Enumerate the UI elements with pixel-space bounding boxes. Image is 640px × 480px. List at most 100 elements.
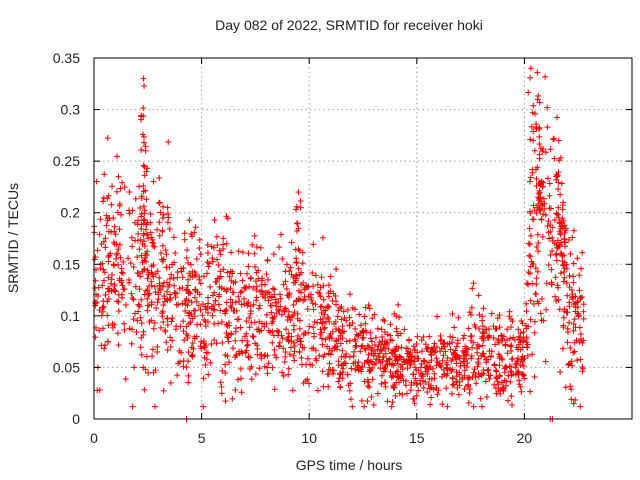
- data-point: [559, 345, 566, 352]
- data-point: [229, 395, 236, 402]
- data-point: [364, 382, 371, 389]
- data-point: [130, 264, 137, 271]
- data-point: [468, 337, 475, 344]
- data-point: [339, 347, 346, 354]
- data-point: [321, 325, 328, 332]
- data-point: [271, 351, 278, 358]
- data-point: [544, 175, 551, 182]
- data-point: [577, 403, 584, 410]
- data-point: [449, 381, 456, 388]
- data-point: [154, 299, 161, 306]
- data-point: [523, 308, 530, 315]
- data-point-spike: [527, 174, 534, 181]
- data-point: [381, 317, 388, 324]
- data-point: [340, 362, 347, 369]
- data-point: [313, 357, 320, 364]
- data-point: [388, 374, 395, 381]
- data-point: [326, 360, 333, 367]
- data-point: [129, 403, 136, 410]
- data-point: [171, 282, 178, 289]
- data-point: [310, 306, 317, 313]
- data-point: [188, 352, 195, 359]
- data-point: [236, 298, 243, 305]
- data-point: [104, 312, 111, 319]
- data-point: [257, 288, 264, 295]
- data-point: [174, 269, 181, 276]
- data-point: [116, 275, 123, 282]
- data-point: [237, 324, 244, 331]
- data-point: [185, 379, 192, 386]
- data-point: [551, 293, 558, 300]
- data-point: [201, 344, 208, 351]
- data-point: [111, 223, 118, 230]
- data-point: [169, 337, 176, 344]
- data-point: [575, 298, 582, 305]
- data-point: [570, 273, 577, 280]
- data-point: [131, 364, 138, 371]
- data-point: [502, 342, 509, 349]
- data-point: [156, 174, 163, 181]
- data-point: [557, 270, 564, 277]
- data-point: [109, 183, 116, 190]
- data-point: [151, 243, 158, 250]
- data-point: [322, 336, 329, 343]
- data-point: [312, 347, 319, 354]
- data-point: [118, 211, 125, 218]
- data-point: [557, 231, 564, 238]
- data-point: [570, 400, 577, 407]
- data-point: [426, 375, 433, 382]
- data-point: [103, 222, 110, 229]
- data-point-spike: [529, 260, 536, 267]
- data-point: [191, 313, 198, 320]
- data-point: [449, 334, 456, 341]
- data-point: [212, 297, 219, 304]
- data-point: [425, 381, 432, 388]
- data-point: [136, 286, 143, 293]
- data-point: [197, 306, 204, 313]
- data-point: [150, 178, 157, 185]
- data-point: [393, 312, 400, 319]
- data-point: [114, 330, 121, 337]
- data-point-spike: [525, 89, 532, 96]
- data-point: [447, 333, 454, 340]
- data-point: [290, 352, 297, 359]
- data-point: [358, 343, 365, 350]
- data-point: [191, 229, 198, 236]
- data-point: [387, 368, 394, 375]
- data-point-spike: [534, 96, 541, 103]
- data-point: [165, 283, 172, 290]
- data-point: [105, 274, 112, 281]
- data-point: [206, 260, 213, 267]
- data-point: [325, 383, 332, 390]
- data-point: [135, 270, 142, 277]
- data-point: [223, 321, 230, 328]
- data-point: [186, 270, 193, 277]
- data-point: [318, 274, 325, 281]
- data-point: [455, 314, 462, 321]
- data-point: [468, 311, 475, 318]
- data-point: [503, 382, 510, 389]
- data-point: [108, 276, 115, 283]
- data-point: [547, 222, 554, 229]
- data-point-spike: [527, 74, 534, 81]
- data-point: [564, 292, 571, 299]
- data-point: [213, 340, 220, 347]
- data-point: [510, 334, 517, 341]
- data-point: [422, 379, 429, 386]
- data-point: [244, 341, 251, 348]
- data-point: [203, 356, 210, 363]
- data-point: [371, 311, 378, 318]
- data-point: [231, 307, 238, 314]
- data-point: [131, 310, 138, 317]
- data-point: [369, 315, 376, 322]
- data-point-spike: [532, 166, 539, 173]
- data-point: [367, 335, 374, 342]
- data-point: [109, 320, 116, 327]
- data-point: [566, 299, 573, 306]
- data-point: [496, 324, 503, 331]
- data-point: [171, 289, 178, 296]
- data-point: [157, 250, 164, 257]
- data-point: [181, 230, 188, 237]
- data-point: [114, 298, 121, 305]
- data-point: [268, 302, 275, 309]
